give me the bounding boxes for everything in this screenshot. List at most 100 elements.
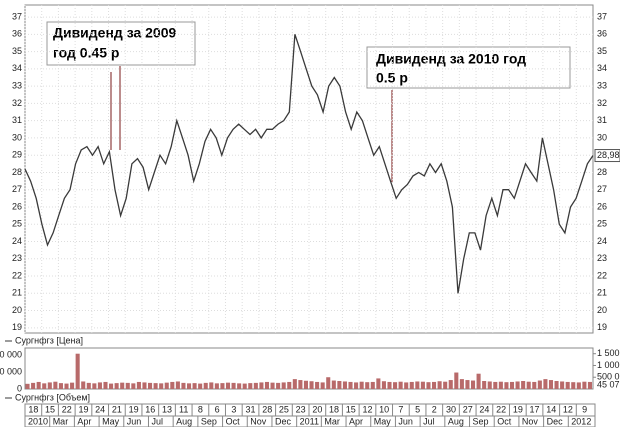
- day-label: 15: [346, 404, 356, 414]
- day-label: 12: [362, 404, 372, 414]
- volume-bar: [393, 382, 398, 389]
- volume-bar: [342, 381, 347, 389]
- y-tick-label: 34: [12, 63, 22, 73]
- volume-bar: [253, 382, 258, 389]
- day-label: 22: [62, 404, 72, 414]
- month-label: Jul: [151, 416, 163, 426]
- month-label: Sep: [201, 416, 217, 426]
- y-tick-label: 36: [12, 29, 22, 39]
- volume-bar: [70, 382, 75, 389]
- y-tick-label: 32: [597, 98, 607, 108]
- y-tick-label: 33: [597, 81, 607, 91]
- y-tick-label: 23: [597, 253, 607, 263]
- volume-bar: [237, 383, 242, 389]
- volume-bar: [331, 380, 336, 389]
- last-value-label: 28,98: [597, 150, 620, 160]
- month-label: Mar: [53, 416, 69, 426]
- volume-frame: [24, 347, 594, 390]
- y-tick-label: 33: [12, 81, 22, 91]
- volume-bar: [103, 381, 108, 389]
- y-tick-label: 0 000: [0, 349, 22, 359]
- volume-bar: [303, 380, 308, 389]
- y-tick-label: 31: [597, 115, 607, 125]
- price-line: [24, 34, 594, 294]
- volume-bar: [537, 380, 542, 389]
- volume-bar: [448, 380, 453, 389]
- y-tick-label: 34: [597, 63, 607, 73]
- volume-bar: [58, 383, 63, 389]
- y-tick-label: 0: [17, 383, 22, 393]
- volume-bar: [354, 382, 359, 389]
- day-label: 27: [463, 404, 473, 414]
- volume-bar: [198, 383, 203, 389]
- volume-bar: [270, 382, 275, 389]
- month-label: May: [102, 416, 120, 426]
- month-label: Oct: [226, 416, 241, 426]
- legend-label: Сургнфгз [Объем]: [15, 392, 90, 402]
- y-tick-label: 27: [12, 184, 22, 194]
- month-label: 2012: [571, 416, 591, 426]
- day-label: 20: [312, 404, 322, 414]
- month-label: Dec: [547, 416, 564, 426]
- volume-bar: [186, 383, 192, 389]
- volume-bar: [209, 382, 214, 389]
- volume-bar: [75, 353, 80, 389]
- month-label: Jun: [127, 416, 142, 426]
- month-label: Apr: [77, 416, 91, 426]
- volume-bar: [109, 383, 114, 389]
- volume-bar: [493, 381, 498, 389]
- volume-bar: [532, 381, 537, 389]
- day-label: 19: [78, 404, 88, 414]
- volume-bar: [120, 382, 125, 389]
- month-label: Nov: [250, 416, 267, 426]
- volume-bar: [504, 382, 509, 389]
- annotation-box: [46, 21, 196, 66]
- annotation-box: [366, 46, 571, 89]
- volume-bar: [459, 379, 464, 389]
- volume-bar: [482, 381, 487, 389]
- y-tick-label: 31: [12, 115, 22, 125]
- month-label: 2010: [28, 416, 48, 426]
- month-label: Jun: [398, 416, 413, 426]
- month-label: Dec: [275, 416, 292, 426]
- volume-bar: [170, 381, 175, 389]
- volume-bar: [181, 382, 186, 389]
- day-label: 14: [546, 404, 556, 414]
- volume-bar: [548, 380, 554, 389]
- y-tick-label: 20: [12, 305, 22, 315]
- day-label: 11: [179, 404, 188, 414]
- month-label: Aug: [176, 416, 192, 426]
- day-label: 18: [329, 404, 339, 414]
- volume-bar: [509, 381, 515, 389]
- volume-bar: [404, 382, 409, 389]
- month-label: Aug: [448, 416, 464, 426]
- volume-bar: [298, 380, 303, 389]
- month-label: Jul: [423, 416, 435, 426]
- volume-bar: [409, 381, 414, 389]
- volume-bar: [242, 383, 247, 389]
- volume-bar: [220, 383, 225, 389]
- y-tick-label: 25: [597, 219, 607, 229]
- annotation: 0.5 р: [376, 70, 408, 86]
- y-tick-label: 26: [12, 201, 22, 211]
- y-tick-label: 28: [597, 167, 607, 177]
- day-label: 8: [198, 404, 203, 414]
- day-label: 23: [296, 404, 306, 414]
- volume-bar: [309, 381, 314, 389]
- volume-bar: [47, 382, 52, 389]
- volume-bar: [365, 382, 370, 389]
- volume-bar: [515, 381, 520, 389]
- day-label: 6: [215, 404, 220, 414]
- volume-bar: [97, 382, 102, 389]
- volume-bar: [153, 383, 158, 389]
- volume-bar: [142, 382, 147, 389]
- volume-bar: [192, 383, 197, 389]
- volume-bar: [465, 380, 470, 389]
- volume-bar: [487, 381, 492, 389]
- day-label: 7: [398, 404, 403, 414]
- volume-bar: [136, 381, 141, 389]
- day-label: 5: [415, 404, 420, 414]
- y-tick-label: 35: [12, 46, 22, 56]
- volume-bar: [225, 382, 231, 389]
- y-tick-label: 0 000: [0, 366, 22, 376]
